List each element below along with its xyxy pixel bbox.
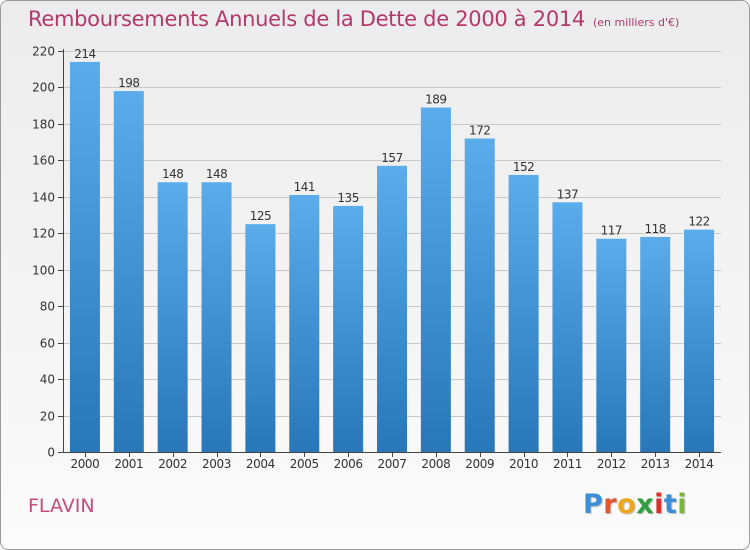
commune-name: FLAVIN <box>28 495 95 517</box>
y-tick-label: 200 <box>32 81 55 95</box>
x-tick-label: 2002 <box>158 457 187 471</box>
bar <box>420 107 451 452</box>
bar-value-label: 198 <box>118 76 139 90</box>
y-tick-label: 80 <box>40 300 55 314</box>
bar <box>640 236 671 452</box>
x-tick-label: 2007 <box>378 457 407 471</box>
bar <box>245 224 276 452</box>
y-tick-label: 220 <box>32 45 55 59</box>
y-tick-label: 180 <box>32 118 55 132</box>
x-tick-label: 2008 <box>421 457 450 471</box>
bar <box>289 194 320 452</box>
bar-value-label: 148 <box>206 167 227 181</box>
logo-letter: t <box>663 489 678 520</box>
logo-letter: i <box>654 489 664 520</box>
x-tick-label: 2009 <box>465 457 494 471</box>
chart-title: Remboursements Annuels de la Dette de 20… <box>28 7 679 31</box>
bar-value-label: 189 <box>425 93 446 107</box>
bar-value-label: 148 <box>162 167 183 181</box>
x-tick-label: 2005 <box>290 457 319 471</box>
x-tick-label: 2011 <box>553 457 582 471</box>
y-tick-label: 160 <box>32 154 55 168</box>
x-tick-label: 2012 <box>597 457 626 471</box>
bar-value-label: 141 <box>294 180 315 194</box>
x-tick-label: 2014 <box>685 457 714 471</box>
bar <box>508 174 539 453</box>
y-tick-label: 0 <box>47 446 55 460</box>
bar-value-label: 152 <box>513 160 534 174</box>
proxiti-logo: Proxiti <box>583 489 687 520</box>
logo-letter: P <box>583 489 604 520</box>
bar-value-label: 214 <box>74 47 95 61</box>
bar-value-label: 122 <box>688 215 709 229</box>
x-tick-label: 2006 <box>334 457 363 471</box>
x-tick-label: 2010 <box>509 457 538 471</box>
y-tick-label: 140 <box>32 191 55 205</box>
bar <box>333 205 364 452</box>
y-tick-label: 40 <box>40 373 55 387</box>
y-tick-label: 60 <box>40 337 55 351</box>
bar-value-label: 157 <box>381 151 402 165</box>
logo-letter: o <box>617 489 637 520</box>
bar-value-label: 137 <box>557 187 578 201</box>
logo-letter: x <box>636 489 655 520</box>
chart-title-text: Remboursements Annuels de la Dette de 20… <box>28 7 585 31</box>
bar-value-label: 172 <box>469 123 490 137</box>
bar-value-label: 135 <box>337 191 358 205</box>
logo-letter: r <box>603 489 618 520</box>
bar-value-label: 125 <box>250 209 271 223</box>
bar <box>552 202 583 452</box>
bar <box>464 138 495 452</box>
bar <box>113 91 144 452</box>
axes <box>58 49 721 457</box>
bars <box>69 61 715 453</box>
bar-value-label: 117 <box>601 224 622 238</box>
x-tick-label: 2004 <box>246 457 275 471</box>
y-tick-label: 100 <box>32 264 55 278</box>
labels: 0 20 40 60 80 100 120 140 160 180 200 220 214 2000 198… <box>32 45 714 472</box>
bar <box>596 238 627 452</box>
bar-value-label: 118 <box>644 222 665 236</box>
x-tick-label: 2001 <box>114 457 143 471</box>
x-tick-label: 2000 <box>70 457 99 471</box>
bar <box>69 61 100 452</box>
y-tick-label: 120 <box>32 227 55 241</box>
chart-subtitle: (en milliers d'€) <box>593 16 680 29</box>
bar <box>157 182 188 452</box>
x-tick-label: 2003 <box>202 457 231 471</box>
bar <box>377 165 407 452</box>
x-tick-label: 2013 <box>641 457 670 471</box>
bar <box>201 182 232 452</box>
y-tick-label: 20 <box>40 410 55 424</box>
bar <box>684 229 715 452</box>
logo-letter: i <box>677 489 688 520</box>
